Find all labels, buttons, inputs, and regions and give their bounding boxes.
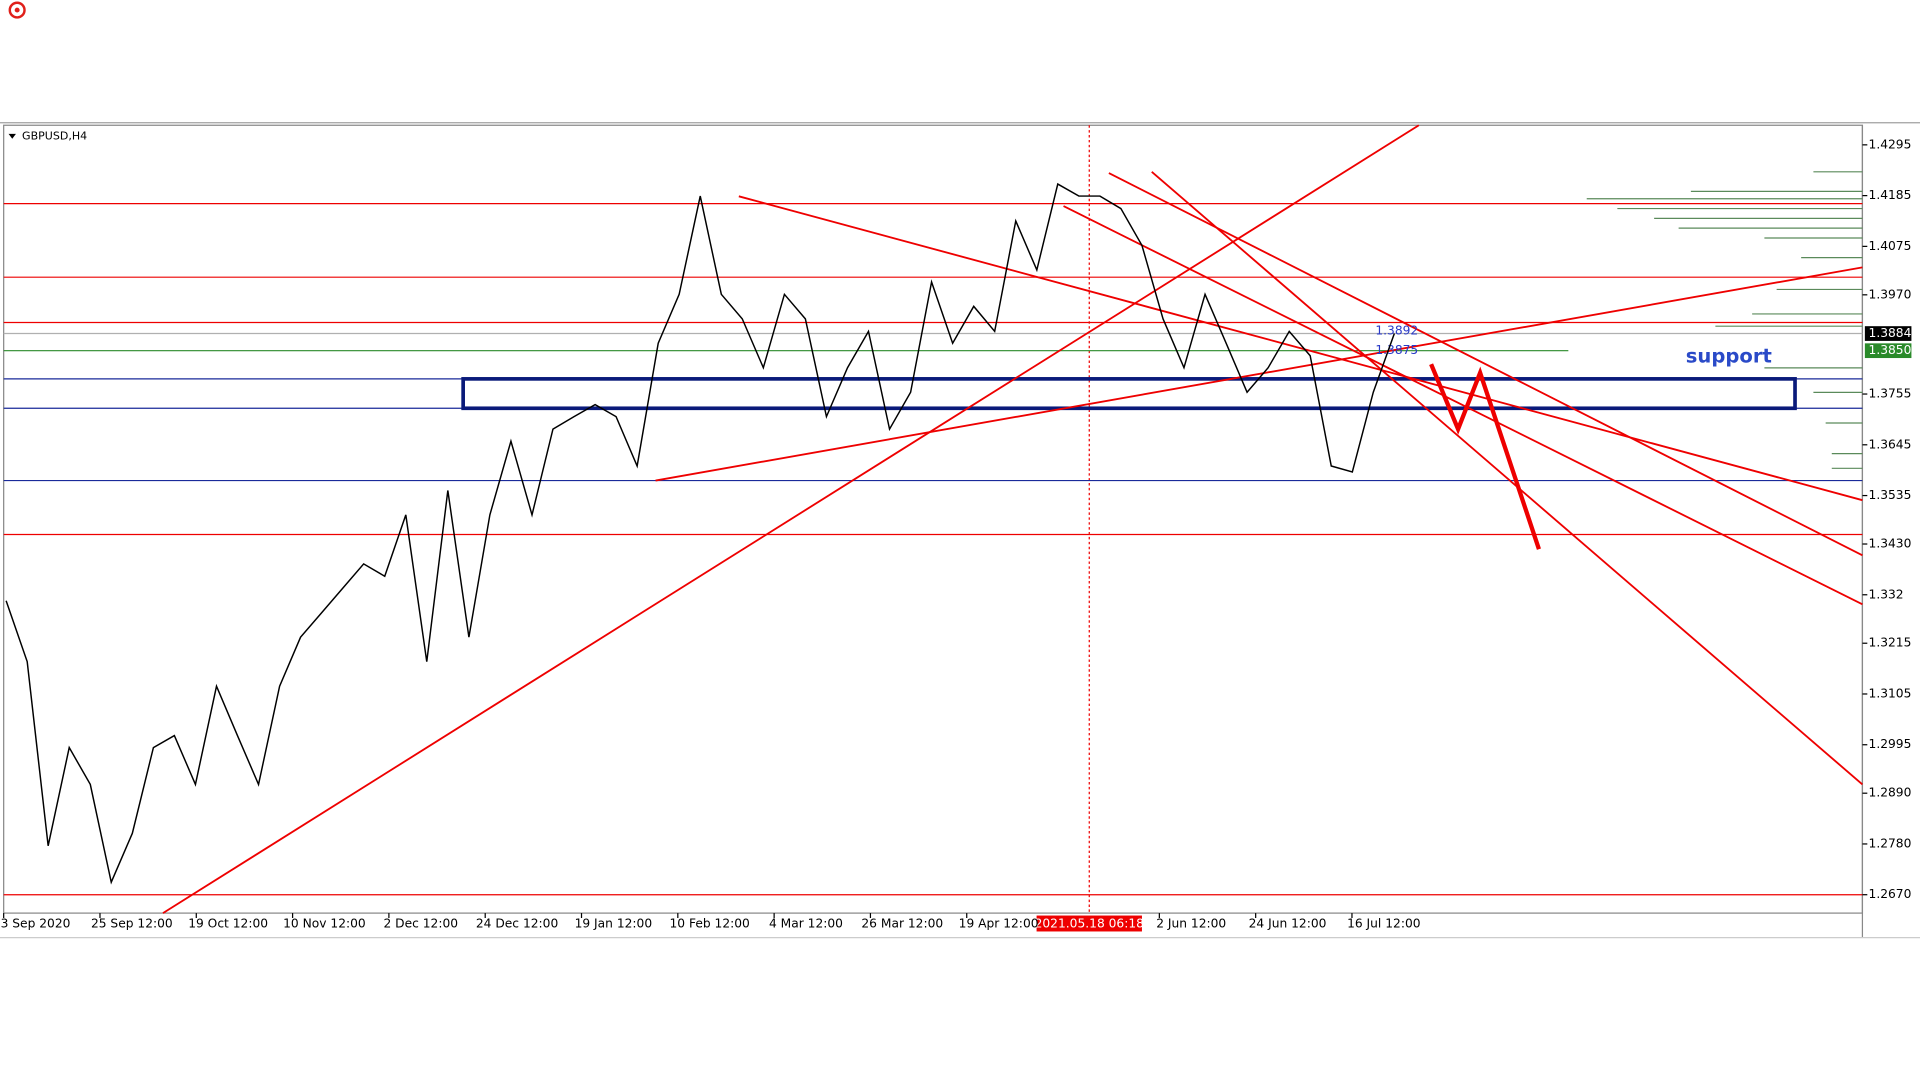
time-tick-label: 19 Oct 12:00: [188, 917, 268, 931]
time-tick-label: 4 Mar 12:00: [769, 917, 843, 931]
time-tick-label: 10 Nov 12:00: [283, 917, 366, 931]
time-tick-label: 25 Sep 12:00: [91, 917, 173, 931]
time-tick-label: 24 Jun 12:00: [1249, 917, 1327, 931]
price-tick-label: 1.3535: [1869, 488, 1912, 502]
time-tick-label: 10 Feb 12:00: [669, 917, 749, 931]
time-tick-label: 16 Jul 12:00: [1347, 917, 1420, 931]
price-tick-label: 1.3215: [1869, 636, 1912, 650]
time-tick-label: 19 Jan 12:00: [575, 917, 653, 931]
time-tick-label: 24 Dec 12:00: [476, 917, 558, 931]
price-tick-label: 1.332: [1869, 587, 1904, 601]
price-tick-label: 1.3755: [1869, 387, 1912, 401]
time-tick-label: 2 Dec 12:00: [383, 917, 458, 931]
level-tag: 1.3850: [1869, 343, 1912, 357]
price-tick-label: 1.3105: [1869, 686, 1912, 700]
price-tick-label: 1.2670: [1869, 887, 1912, 901]
time-tick-label: 3 Sep 2020: [1, 917, 71, 931]
price-tick-label: 1.4185: [1869, 188, 1912, 202]
time-tick-label: 19 Apr 12:00: [959, 917, 1039, 931]
red-levels: [3, 203, 1863, 896]
level-tag-bg: [1864, 343, 1912, 359]
volume-profile: [1586, 171, 1863, 469]
trend-lines: [162, 124, 1864, 914]
line-label: 1.3875: [1375, 343, 1418, 357]
symbol-menu[interactable]: [8, 133, 16, 139]
time-tick-label: 26 Mar 12:00: [861, 917, 943, 931]
symbol-label: GBPUSD,H4: [22, 129, 87, 142]
crosshair-tag-bg: [1036, 915, 1142, 932]
price-tick-label: 1.3430: [1869, 537, 1912, 551]
price-line: [5, 182, 1396, 885]
price-tick-label: 1.3645: [1869, 437, 1912, 451]
price-tick-label: 1.4075: [1869, 239, 1912, 253]
bid-tag-bg: [1864, 326, 1912, 341]
bid-tag: 1.3884: [1869, 326, 1912, 340]
price-tick-label: 1.2995: [1869, 737, 1912, 751]
price-tick-label: 1.4295: [1869, 137, 1912, 151]
crosshair-time: 2021.05.18 06:18: [1035, 917, 1144, 931]
app-logo: [8, 1, 26, 19]
time-tick-label: 2 Jun 12:00: [1156, 917, 1226, 931]
support-label: support: [1686, 344, 1772, 367]
forecast-zigzag: [1429, 363, 1541, 550]
price-tick-label: 1.2780: [1869, 836, 1912, 850]
price-tick-label: 1.2890: [1869, 786, 1912, 800]
price-tick-label: 1.3970: [1869, 287, 1912, 301]
line-label: 1.3892: [1375, 324, 1418, 338]
support-zone[interactable]: [461, 377, 1797, 411]
